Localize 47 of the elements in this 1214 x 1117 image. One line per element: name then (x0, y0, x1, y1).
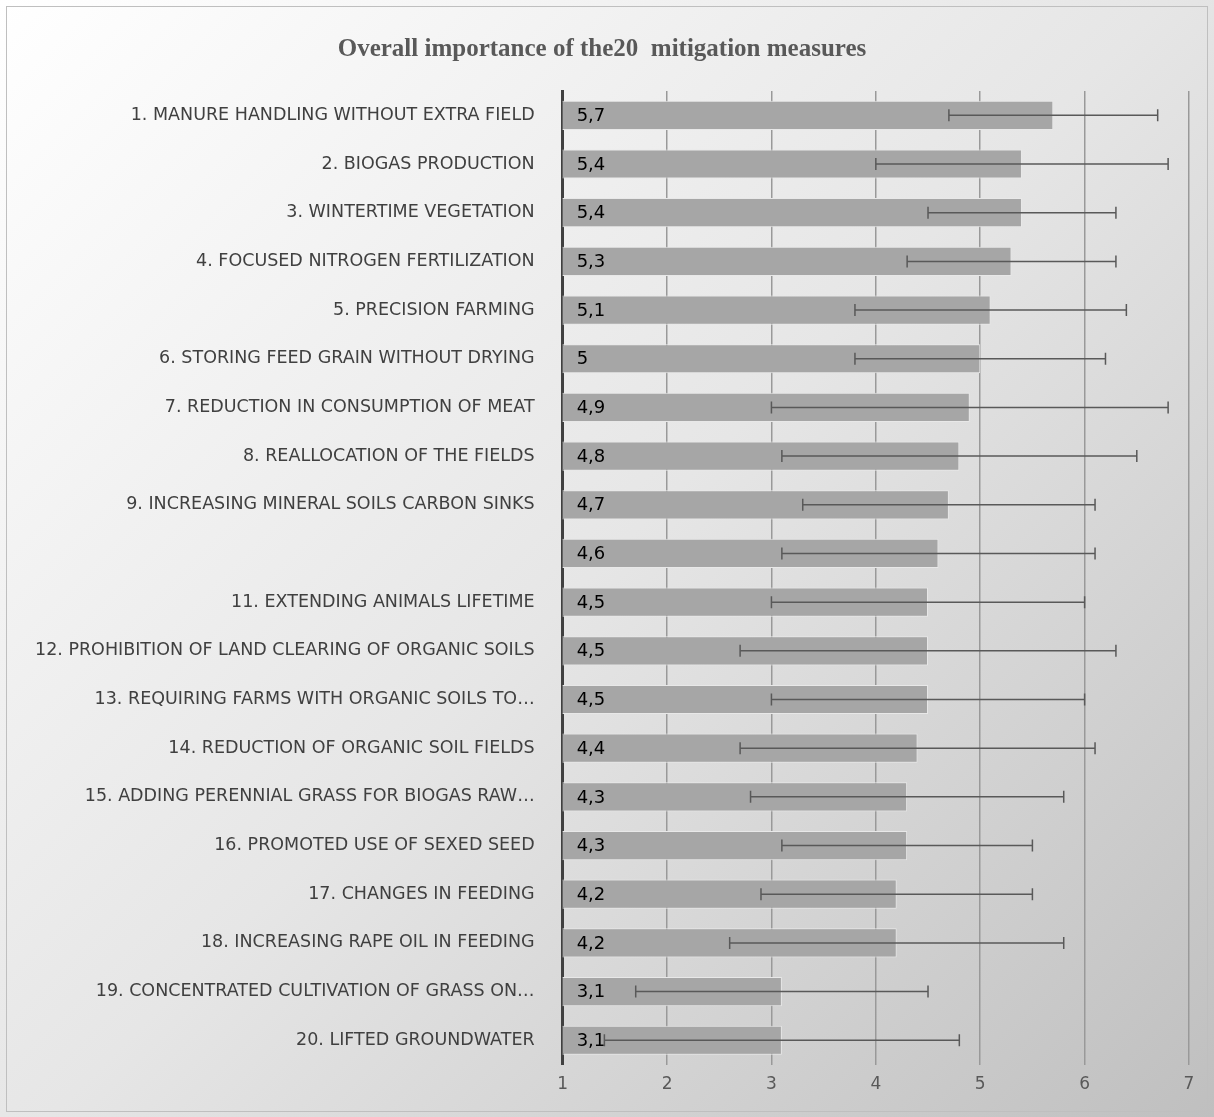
data-label: 4,5 (576, 688, 606, 710)
y-tick-label: 5. PRECISION FARMING (333, 298, 535, 319)
data-label: 5,3 (576, 250, 606, 272)
y-tick-label: 3. WINTERTIME VEGETATION (286, 201, 535, 222)
data-label: 4,8 (576, 444, 606, 466)
y-tick-label: 14. REDUCTION OF ORGANIC SOIL FIELDS (168, 736, 535, 757)
y-tick-label: 12. PROHIBITION OF LAND CLEARING OF ORGANIC SOILS (35, 639, 535, 660)
y-tick-label: 15. ADDING PERENNIAL GRASS FOR BIOGAS RAW… (84, 785, 535, 806)
y-tick-label: 13. REQUIRING FARMS WITH ORGANIC SOILS TO… (94, 688, 535, 709)
y-tick-label: 8. REALLOCATION OF THE FIELDS (242, 444, 535, 465)
y-tick-label: 4. FOCUSED NITROGEN FERTILIZATION (196, 249, 535, 270)
data-label: 4,3 (576, 834, 606, 856)
x-tick-label: 6 (1079, 1073, 1091, 1094)
x-tick-label: 1 (557, 1073, 569, 1094)
data-label: 5 (576, 347, 589, 369)
data-label: 3,1 (576, 1028, 606, 1050)
y-tick-label: 9. INCREASING MINERAL SOILS CARBON SINKS (126, 493, 535, 514)
x-tick-label: 2 (661, 1073, 673, 1094)
y-tick-label: 19. CONCENTRATED CULTIVATION OF GRASS ON… (95, 980, 535, 1001)
data-label: 4,5 (576, 590, 606, 612)
data-label: 4,3 (576, 785, 606, 807)
y-tick-label: 7. REDUCTION IN CONSUMPTION OF MEAT (164, 395, 535, 416)
y-tick-label: 6. STORING FEED GRAIN WITHOUT DRYING (159, 347, 535, 368)
data-label: 4,4 (576, 736, 606, 758)
y-tick-label: 18. INCREASING RAPE OIL IN FEEDING (200, 931, 535, 952)
data-label: 5,4 (576, 152, 606, 174)
data-label: 3,1 (576, 980, 606, 1002)
data-label: 4,5 (576, 639, 606, 661)
x-tick-label: 5 (974, 1073, 986, 1094)
data-label: 5,1 (576, 298, 606, 320)
chart-title: Overall importance of the20 mitigation measures (337, 34, 867, 62)
data-label: 4,9 (576, 396, 606, 418)
x-tick-label: 3 (766, 1073, 777, 1094)
y-tick-label: 17. CHANGES IN FEEDING (308, 882, 535, 903)
data-label: 5,4 (576, 201, 606, 223)
y-tick-label: 1. MANURE HANDLING WITHOUT EXTRA FIELD (130, 103, 535, 124)
data-label: 4,2 (576, 931, 606, 953)
data-label: 4,2 (576, 882, 606, 904)
x-tick-label: 4 (870, 1073, 882, 1094)
y-tick-label: 11. EXTENDING ANIMALS LIFETIME (231, 590, 535, 611)
y-tick-label: 2. BIOGAS PRODUCTION (321, 152, 535, 173)
data-label: 4,6 (576, 542, 606, 564)
x-tick-label: 7 (1183, 1073, 1195, 1094)
data-label: 4,7 (576, 493, 606, 515)
data-label: 5,7 (576, 104, 606, 126)
y-tick-label: 16. PROMOTED USE OF SEXED SEED (214, 834, 535, 855)
y-tick-label: 20. LIFTED GROUNDWATER (296, 1028, 535, 1049)
